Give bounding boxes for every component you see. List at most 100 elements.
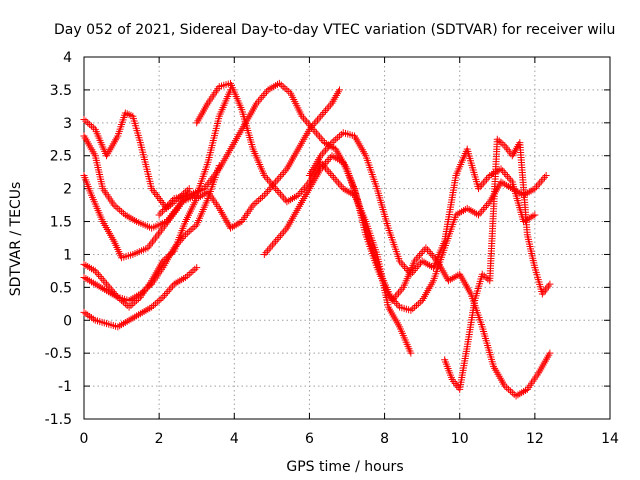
data-point [260, 191, 268, 199]
grid-layer [84, 57, 610, 419]
data-point [317, 112, 325, 120]
data-point [419, 248, 427, 256]
data-point [151, 300, 159, 308]
data-point [162, 289, 170, 297]
data-point [503, 172, 511, 180]
data-point [280, 169, 288, 177]
data-point [275, 188, 283, 196]
data-point [181, 231, 189, 239]
data-point [481, 177, 489, 185]
data-point [275, 234, 283, 242]
data-point [499, 167, 507, 175]
data-point [125, 111, 133, 119]
data-point [121, 300, 129, 308]
data-point [326, 170, 334, 178]
y-tick-label: 1 [63, 247, 72, 263]
y-tick-label: 1.5 [50, 215, 72, 231]
data-point [84, 119, 92, 127]
data-point [260, 250, 268, 258]
data-point [262, 249, 270, 257]
data-point [299, 186, 307, 194]
chart-title: Day 052 of 2021, Sidereal Day-to-day VTE… [54, 22, 615, 38]
data-point [319, 137, 327, 145]
y-tick-label: 0 [63, 313, 72, 329]
data-point [546, 349, 554, 357]
data-point [259, 92, 267, 100]
data-point [479, 205, 487, 213]
data-point [155, 211, 163, 219]
data-point [505, 174, 513, 182]
data-point [422, 244, 430, 252]
data-point [187, 226, 195, 234]
y-tick-label: 0.5 [50, 280, 72, 296]
data-point [428, 251, 436, 259]
x-axis-label: GPS time / hours [286, 459, 403, 475]
data-point [400, 263, 408, 271]
data-point [303, 118, 311, 126]
data-point [277, 81, 285, 89]
data-point [503, 384, 511, 392]
data-point [497, 139, 505, 147]
data-point [335, 86, 343, 94]
data-point [312, 118, 320, 126]
data-point [539, 175, 547, 183]
data-point [323, 105, 331, 113]
data-point [335, 132, 343, 140]
data-point [334, 179, 342, 187]
x-tick-label: 0 [80, 431, 89, 447]
data-point [163, 202, 171, 210]
data-point [505, 385, 513, 393]
data-point [257, 195, 265, 203]
data-point [301, 116, 309, 124]
data-point [258, 93, 266, 101]
data-point [330, 173, 338, 181]
data-point [313, 116, 321, 124]
data-point [255, 196, 263, 204]
data-point [542, 171, 550, 179]
data-point [162, 204, 170, 212]
data-point [278, 230, 286, 238]
data-point [193, 264, 201, 272]
x-tick-label: 2 [155, 431, 164, 447]
data-point [296, 189, 304, 197]
y-tick-label: 3 [63, 116, 72, 132]
data-point [484, 173, 492, 181]
data-point [281, 84, 289, 92]
data-point [165, 286, 173, 294]
data-point [262, 88, 270, 96]
data-point [169, 282, 177, 290]
data-point [427, 250, 435, 258]
data-point [189, 267, 197, 275]
data-point [160, 205, 168, 213]
data-point [272, 237, 280, 245]
data-point [155, 297, 163, 305]
data-point [312, 129, 320, 137]
data-point [268, 241, 276, 249]
data-point [278, 192, 286, 200]
data-point [112, 203, 120, 211]
y-tick-label: 2 [63, 182, 72, 198]
data-point [536, 179, 544, 187]
data-point [273, 235, 281, 243]
data-point [314, 131, 322, 139]
data-point [275, 174, 283, 182]
data-point [483, 202, 491, 210]
data-point [86, 120, 94, 128]
x-tick-label: 10 [451, 431, 469, 447]
data-point [264, 175, 272, 183]
data-point [332, 135, 340, 143]
data-point [478, 181, 486, 189]
data-point [337, 130, 345, 138]
plot-frame [83, 56, 611, 420]
data-point [169, 196, 177, 204]
data-point [273, 176, 281, 184]
data-point [531, 211, 539, 219]
data-point [253, 198, 261, 206]
data-point [336, 181, 344, 189]
data-point [157, 209, 165, 217]
x-tick-label: 14 [601, 431, 619, 447]
data-point [283, 86, 291, 94]
data-point [532, 183, 540, 191]
data-point [414, 300, 422, 308]
data-point [158, 207, 166, 215]
